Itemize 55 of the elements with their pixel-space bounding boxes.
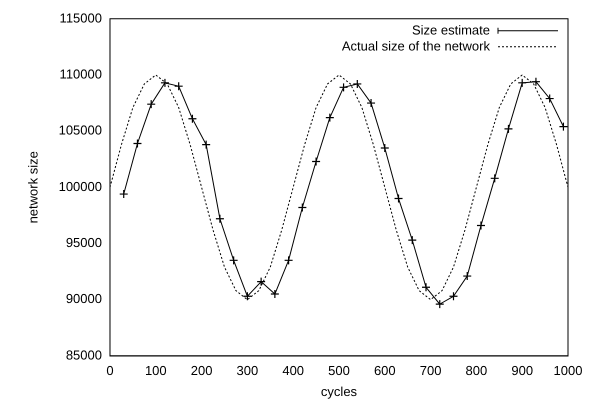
x-tick-label: 100 xyxy=(144,363,167,378)
point xyxy=(338,82,348,92)
y-tick-label: 90000 xyxy=(66,291,102,306)
x-tick-label: 700 xyxy=(420,363,442,378)
point xyxy=(352,79,362,89)
y-tick-label: 105000 xyxy=(58,122,102,138)
point xyxy=(119,189,128,199)
legend-label: Actual size of the network xyxy=(342,38,490,54)
point xyxy=(284,256,294,265)
point xyxy=(504,124,514,134)
point xyxy=(531,77,541,86)
legend-label: Size estimate xyxy=(412,22,490,38)
point xyxy=(146,100,156,109)
x-tick-label: 800 xyxy=(466,363,488,378)
point xyxy=(160,78,170,88)
point xyxy=(518,78,527,88)
y-tick-label: 115000 xyxy=(60,10,102,26)
point xyxy=(545,94,554,104)
point xyxy=(311,156,321,166)
y-axis-title: network size xyxy=(25,151,40,224)
x-tick-label: 200 xyxy=(190,363,212,378)
point xyxy=(394,194,404,204)
x-tick-label: 500 xyxy=(328,363,350,378)
x-tick-label: 300 xyxy=(236,363,258,378)
y-tick-label: 95000 xyxy=(66,235,102,250)
x-tick-label: 1000 xyxy=(554,363,582,378)
point xyxy=(366,98,376,108)
x-tick-label: 0 xyxy=(106,363,114,378)
x-tick-label: 400 xyxy=(282,363,304,378)
point xyxy=(298,202,307,212)
y-tick-label: 100000 xyxy=(58,178,102,194)
point xyxy=(325,113,334,122)
point xyxy=(435,300,444,309)
point xyxy=(270,289,280,299)
y-tick-label: 110000 xyxy=(60,66,102,82)
point xyxy=(490,174,500,183)
point xyxy=(202,140,211,150)
point xyxy=(215,214,225,224)
point xyxy=(242,292,252,301)
point xyxy=(558,122,568,132)
point xyxy=(476,220,486,230)
y-tick-label: 85000 xyxy=(66,347,102,362)
point xyxy=(229,256,238,265)
point xyxy=(408,235,417,245)
x-axis-title: cycles xyxy=(320,384,358,399)
x-tick-label: 600 xyxy=(374,363,396,378)
point xyxy=(174,82,184,91)
point xyxy=(421,282,431,292)
point xyxy=(132,138,142,148)
point xyxy=(188,114,198,124)
point xyxy=(380,143,390,153)
point xyxy=(462,271,472,281)
point xyxy=(448,292,458,301)
point xyxy=(256,277,266,286)
x-tick-label: 900 xyxy=(511,363,534,378)
